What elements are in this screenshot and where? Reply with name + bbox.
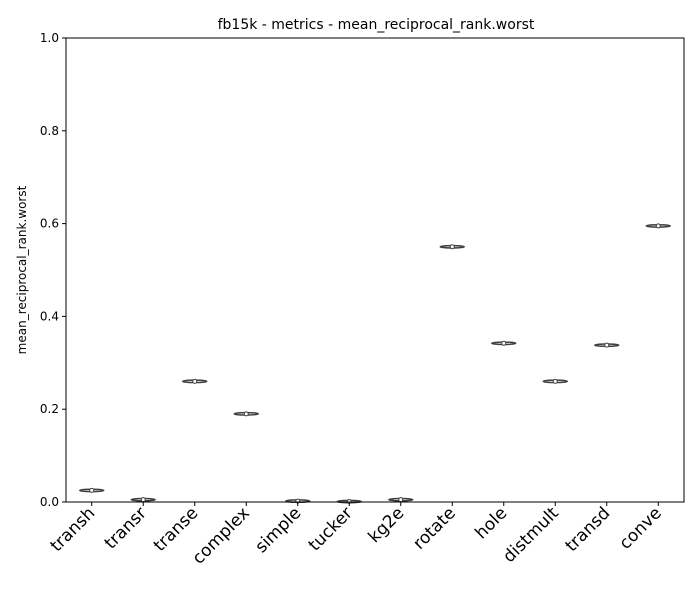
violin-transe xyxy=(182,378,208,384)
violin-median-point xyxy=(655,223,661,229)
violin-median-point xyxy=(552,378,558,384)
violin-median-point xyxy=(89,487,95,493)
violin-median-point xyxy=(398,497,404,503)
violin-median-point xyxy=(604,342,610,348)
violin-layer xyxy=(79,223,671,505)
violin-conve xyxy=(645,223,671,229)
y-axis-ticks: 0.0 0.2 0.4 0.6 0.8 1.0 xyxy=(40,31,66,509)
y-tick-label: 0.2 xyxy=(40,402,59,416)
violin-kg2e xyxy=(388,497,414,503)
violin-median-point xyxy=(140,497,146,503)
chart-title: fb15k - metrics - mean_reciprocal_rank.w… xyxy=(218,17,535,33)
violin-median-point xyxy=(449,244,455,250)
y-tick-label: 0.8 xyxy=(40,124,59,138)
violin-transr xyxy=(130,497,156,503)
violin-transd xyxy=(594,342,620,348)
violin-transh xyxy=(79,487,105,493)
violin-distmult xyxy=(542,378,568,384)
y-tick-label: 0.4 xyxy=(40,309,59,323)
violin-complex xyxy=(233,411,259,417)
y-tick-label: 0.0 xyxy=(40,495,59,509)
violin-rotate xyxy=(439,244,465,250)
violin-median-point xyxy=(192,378,198,384)
violin-hole xyxy=(491,340,517,346)
y-tick-label: 1.0 xyxy=(40,31,59,45)
plot-frame xyxy=(65,37,685,503)
violin-median-point xyxy=(243,411,249,417)
violin-median-point xyxy=(501,340,507,346)
y-tick-label: 0.6 xyxy=(40,217,59,231)
y-axis-label: mean_reciprocal_rank.worst xyxy=(15,185,29,354)
